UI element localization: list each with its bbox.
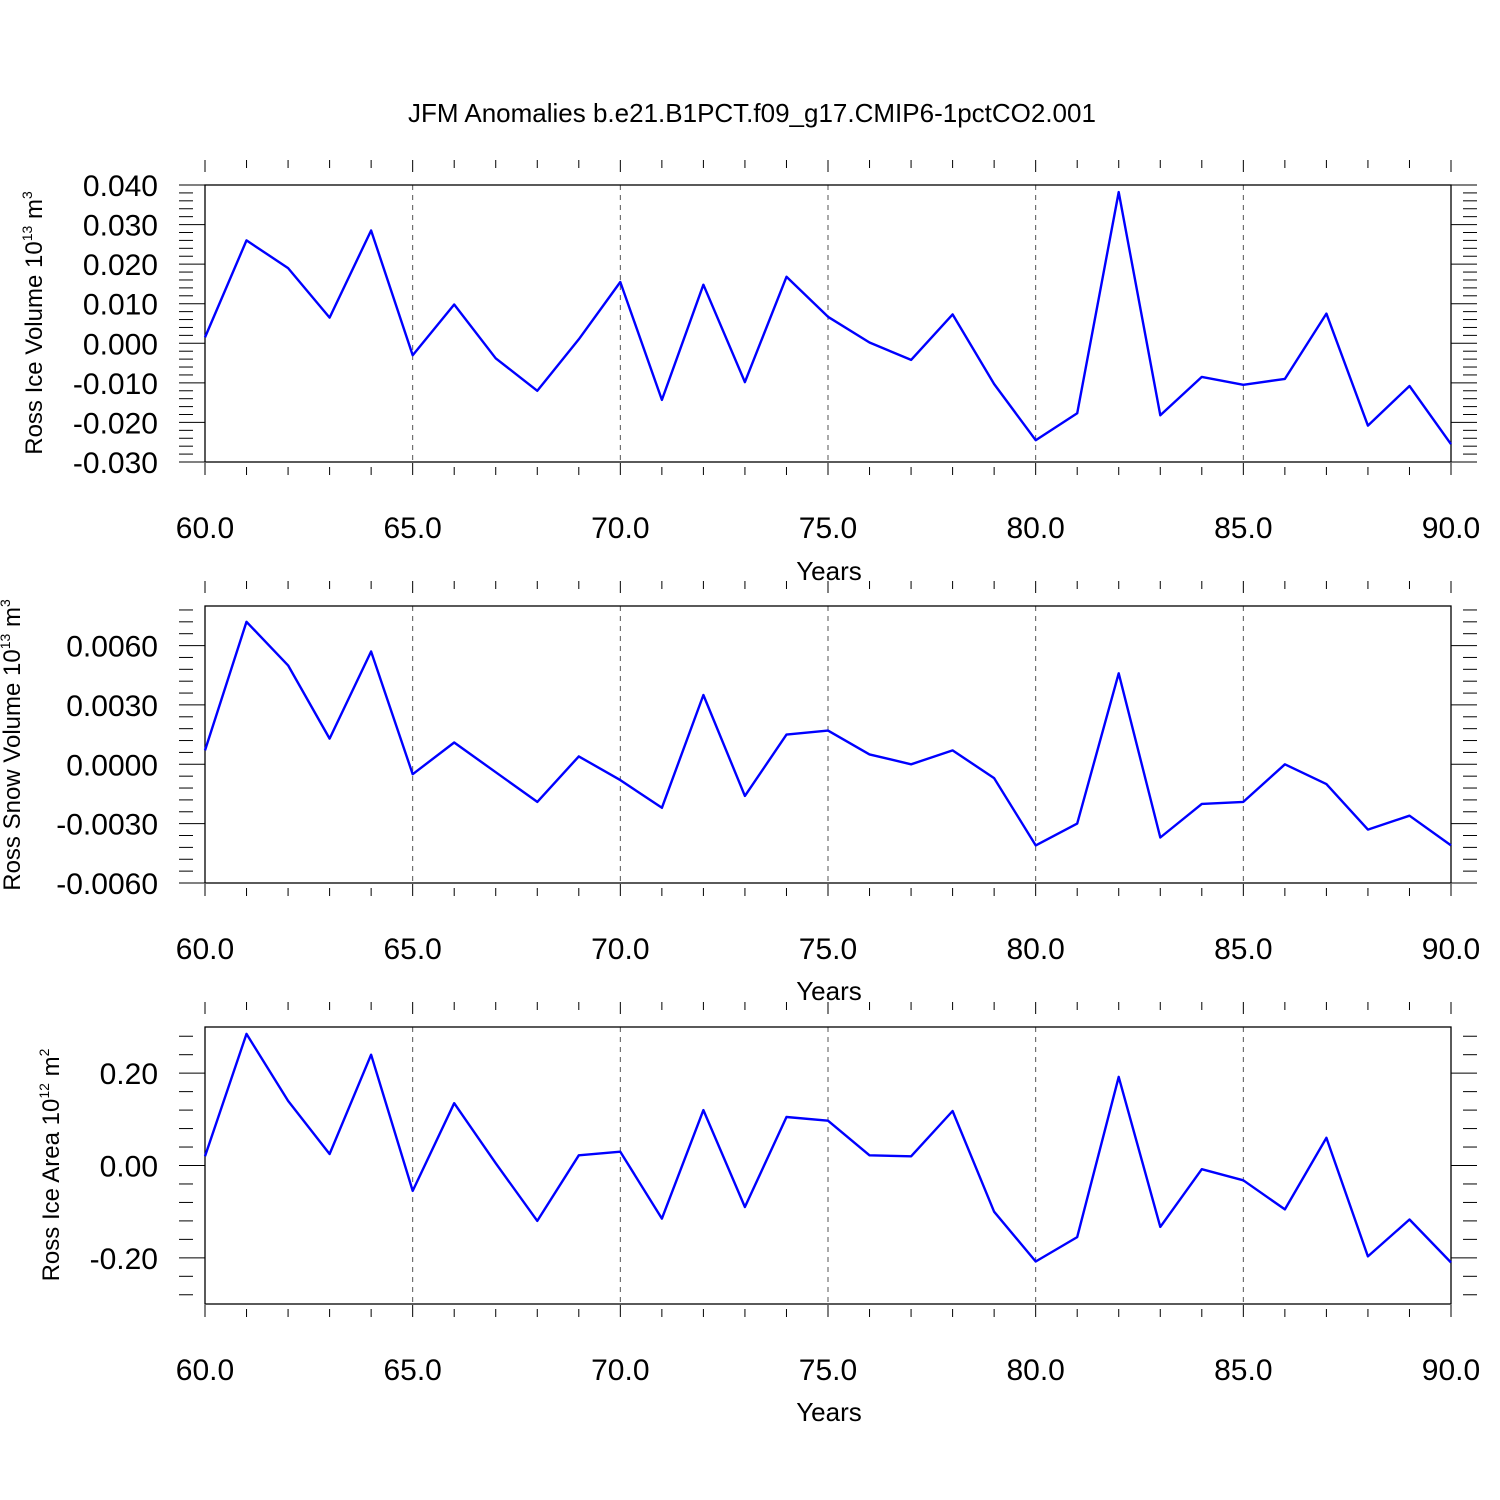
y-tick-label: 0.0030 (66, 690, 158, 723)
x-tick-label: 65.0 (383, 512, 441, 545)
x-tick-label: 75.0 (799, 933, 857, 966)
y-tick-label: -0.020 (73, 407, 158, 440)
x-tick-label: 90.0 (1422, 512, 1480, 545)
x-tick-label: 60.0 (176, 933, 234, 966)
y-tick-label: -0.0030 (56, 809, 158, 842)
series-line (203, 1032, 1452, 1264)
y-tick-label: 0.030 (83, 210, 158, 243)
x-axis-label: Years (796, 1397, 862, 1427)
x-axis-label: Years (796, 976, 862, 1006)
y-tick-label: 0.0000 (66, 749, 158, 782)
y-tick-label: 0.020 (83, 249, 158, 282)
x-tick-label: 85.0 (1214, 1354, 1272, 1387)
series-line (203, 190, 1452, 445)
x-tick-label: 70.0 (591, 512, 649, 545)
x-axis-label: Years (796, 556, 862, 586)
y-tick-label: 0.010 (83, 289, 158, 322)
series-line (203, 620, 1452, 847)
x-tick-label: 75.0 (799, 512, 857, 545)
x-tick-label: 80.0 (1006, 933, 1064, 966)
y-axis-label: Ross Snow Volume 1013 m3 (0, 599, 26, 891)
plot-frame (204, 1026, 1452, 1305)
plot-frame (204, 605, 1452, 884)
y-tick-label: 0.00 (100, 1151, 158, 1184)
x-tick-label: 85.0 (1214, 512, 1272, 545)
x-tick-label: 75.0 (799, 1354, 857, 1387)
y-tick-label: -0.030 (73, 447, 158, 480)
x-tick-label: 90.0 (1422, 1354, 1480, 1387)
y-axis-label: Ross Ice Volume 1013 m3 (19, 191, 48, 455)
x-tick-label: 80.0 (1006, 1354, 1064, 1387)
x-tick-label: 80.0 (1006, 512, 1064, 545)
y-tick-label: 0.0060 (66, 631, 158, 664)
y-tick-label: 0.000 (83, 328, 158, 361)
y-tick-label: 0.040 (83, 170, 158, 203)
x-tick-label: 60.0 (176, 1354, 234, 1387)
y-tick-label: -0.20 (90, 1243, 158, 1276)
y-tick-label: -0.010 (73, 368, 158, 401)
plot-frame (204, 184, 1452, 463)
figure-title: JFM Anomalies b.e21.B1PCT.f09_g17.CMIP6-… (408, 98, 1096, 128)
plot-ross-ice-area: Ross Ice Area 1012 m2 Years 60.0 65.0 70.0… (36, 1002, 1480, 1427)
x-tick-label: 90.0 (1422, 933, 1480, 966)
x-tick-label: 85.0 (1214, 933, 1272, 966)
x-tick-label: 60.0 (176, 512, 234, 545)
x-tick-label: 65.0 (383, 1354, 441, 1387)
y-tick-label: 0.20 (100, 1058, 158, 1091)
plot-ross-snow-volume: Ross Snow Volume 1013 m3 Years 60.0 65.0 7… (0, 581, 1480, 1006)
y-tick-label: -0.0060 (56, 868, 158, 901)
plot-ross-ice-volume: Ross Ice Volume 1013 m3 Years 60.0 65.0 70… (19, 160, 1480, 586)
x-tick-label: 70.0 (591, 933, 649, 966)
y-axis-label: Ross Ice Area 1012 m2 (36, 1048, 65, 1281)
x-tick-label: 65.0 (383, 933, 441, 966)
x-tick-label: 70.0 (591, 1354, 649, 1387)
